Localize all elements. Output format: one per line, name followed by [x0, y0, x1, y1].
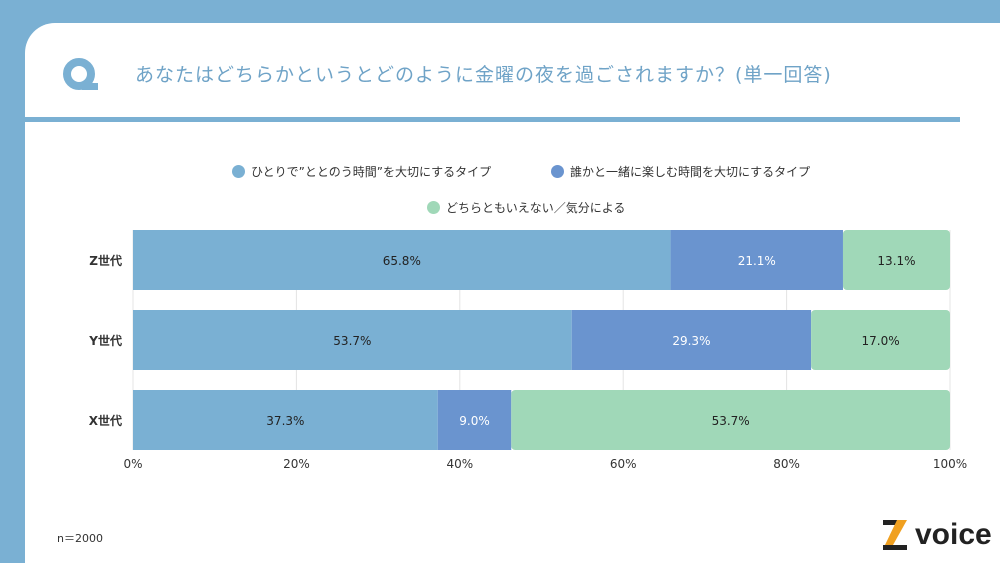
data-label: 13.1% — [877, 254, 915, 268]
sample-size-note: n＝2000 — [57, 532, 103, 545]
category-label: X世代 — [89, 413, 122, 428]
data-label: 9.0% — [459, 414, 490, 428]
data-label: 53.7% — [712, 414, 750, 428]
data-label: 29.3% — [672, 334, 710, 348]
logo-text: voice — [915, 518, 992, 551]
bar-segment — [133, 230, 671, 290]
category-label: Y世代 — [88, 333, 122, 348]
content-panel — [25, 23, 1000, 563]
legend-item-neither: どちらともいえない／気分による — [427, 199, 625, 216]
legend-item-solo: ひとりで”ととのう時間”を大切にするタイプ — [232, 163, 491, 180]
z-logo-icon — [883, 520, 907, 550]
x-tick-label: 100% — [933, 457, 967, 471]
legend-dot-icon — [427, 201, 440, 214]
x-tick-label: 60% — [610, 457, 637, 471]
bar-segment — [133, 390, 438, 450]
data-label: 65.8% — [383, 254, 421, 268]
x-tick-label: 0% — [123, 457, 142, 471]
bar-segment — [842, 230, 950, 290]
bar-segment — [811, 310, 950, 370]
category-label: Z世代 — [89, 253, 122, 268]
x-tick-label: 40% — [446, 457, 473, 471]
question-q-icon — [63, 58, 98, 90]
bar-segment — [670, 230, 843, 290]
legend-dot-icon — [232, 165, 245, 178]
bar-segment — [133, 310, 572, 370]
legend-label: ひとりで”ととのう時間”を大切にするタイプ — [251, 165, 492, 179]
data-label: 37.3% — [266, 414, 304, 428]
bar-segment — [437, 390, 512, 450]
legend-dot-icon — [551, 165, 564, 178]
x-tick-label: 20% — [283, 457, 310, 471]
bar-segment — [511, 390, 950, 450]
data-label: 21.1% — [738, 254, 776, 268]
zvoice-logo: voice — [883, 518, 992, 552]
title-divider — [25, 117, 960, 122]
legend-item-together: 誰かと一緒に楽しむ時間を大切にするタイプ — [551, 163, 810, 180]
x-tick-label: 80% — [773, 457, 800, 471]
legend-label: どちらともいえない／気分による — [446, 201, 626, 215]
bar-segment — [571, 310, 812, 370]
question-title: あなたはどちらかというとどのように金曜の夜を過ごされますか？(単一回答) — [135, 64, 832, 86]
data-label: 53.7% — [333, 334, 371, 348]
data-label: 17.0% — [861, 334, 899, 348]
legend-label: 誰かと一緒に楽しむ時間を大切にするタイプ — [570, 165, 811, 179]
